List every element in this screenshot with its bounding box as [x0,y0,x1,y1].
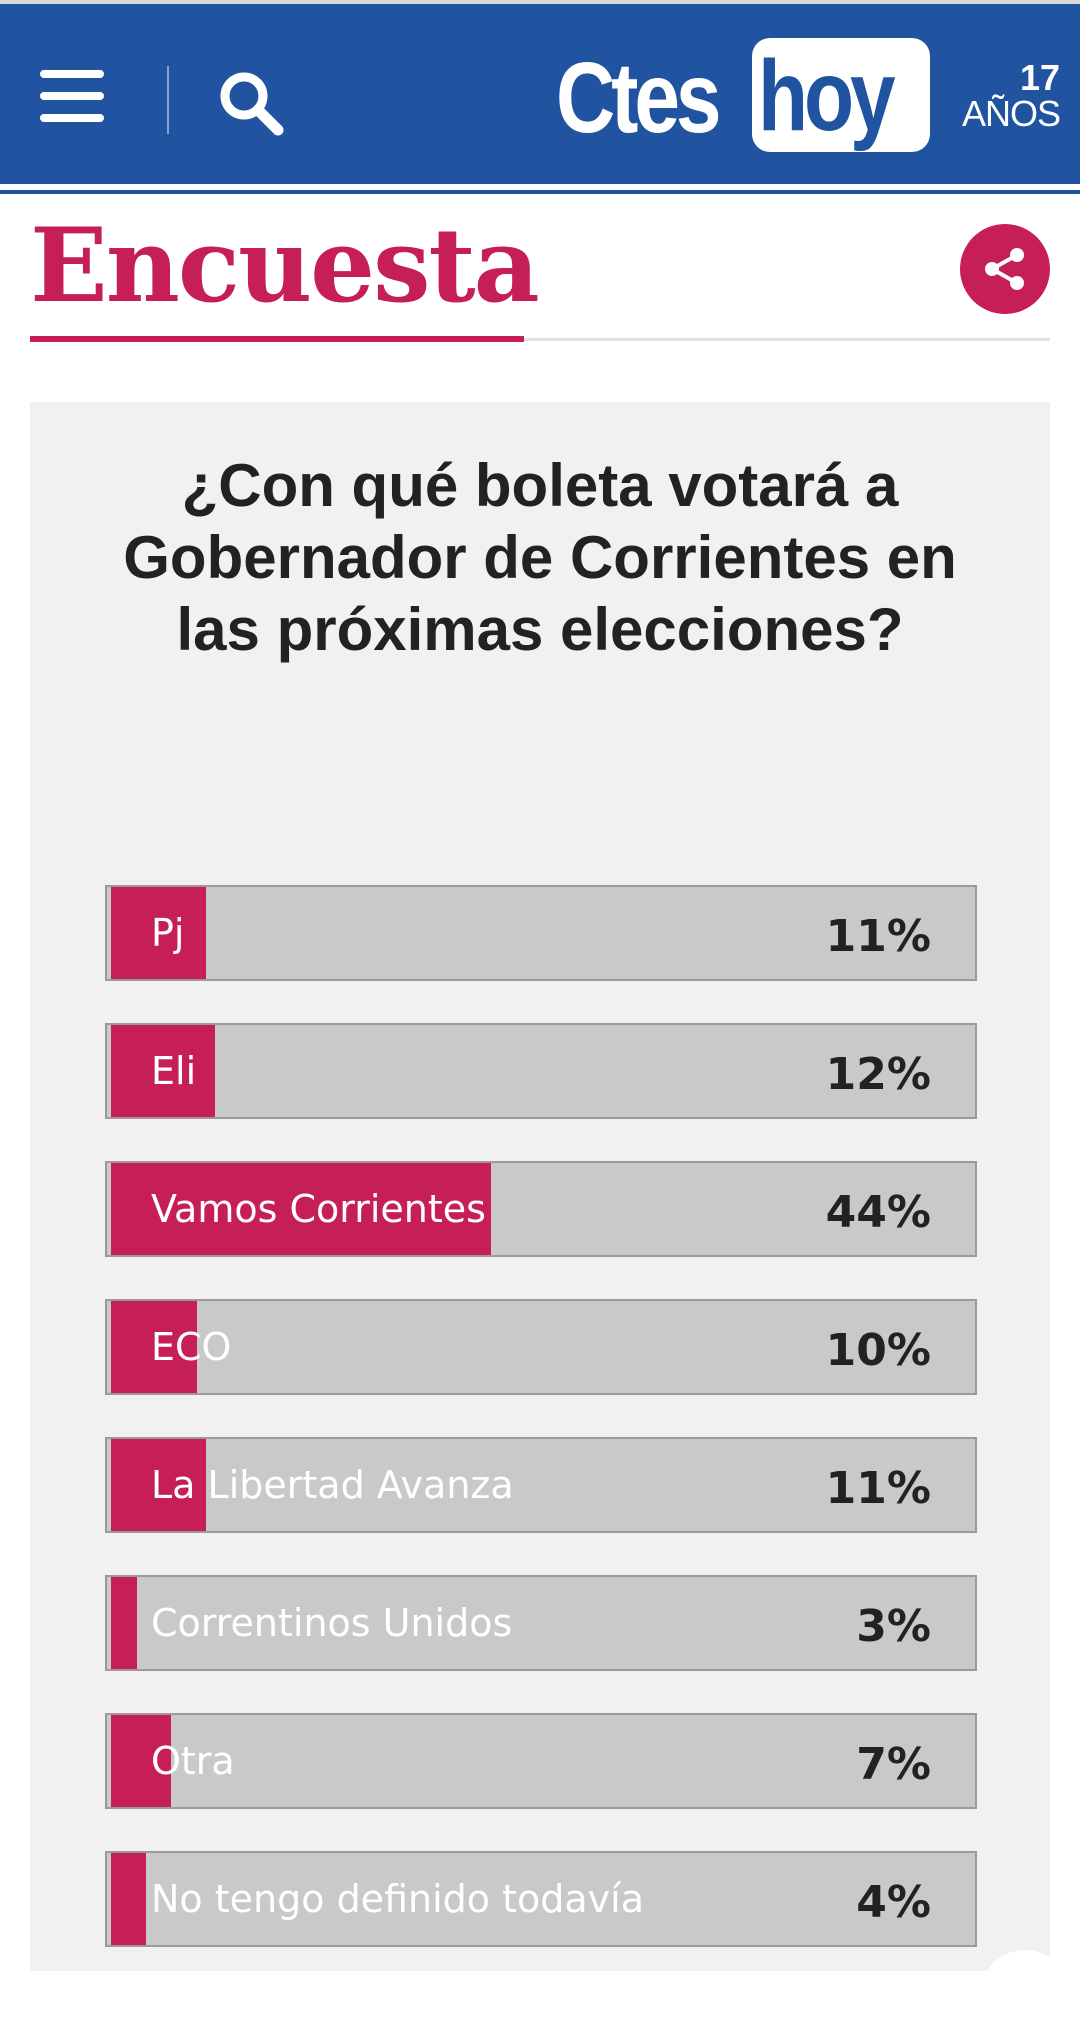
poll-option[interactable]: Pj 11% [105,885,977,981]
poll-option-percent: 12% [825,1049,931,1100]
anniversary-number: 17 [1019,57,1060,98]
section-title: Encuesta [30,206,540,326]
logo-hoy-text: hoy [758,40,896,152]
header-rule [0,190,1080,194]
poll-option[interactable]: No tengo definido todavía 4% [105,1851,977,1947]
logo-ctes-text: Ctes [556,42,721,154]
title-underline [30,336,524,342]
poll-option-bar [111,1163,492,1255]
poll-option-percent: 44% [825,1187,931,1238]
site-header: Ctes hoy 17 AÑOS [0,4,1080,184]
poll-option-percent: 7% [856,1739,931,1790]
site-logo[interactable]: Ctes hoy [556,38,930,154]
top-border [0,0,1080,4]
poll-option-percent: 11% [825,911,931,962]
anniversary-badge: 17 AÑOS [961,57,1061,134]
header-divider [167,66,169,134]
floating-button-edge[interactable] [980,1950,1070,2040]
poll-option-bar [111,1301,198,1393]
poll-option-label: Correntinos Unidos [151,1601,513,1645]
search-icon[interactable] [214,66,286,138]
poll-card: ¿Con qué boleta votará a Gobernador de C… [30,402,1050,1971]
poll-option[interactable]: Vamos Corrientes 44% [105,1161,977,1257]
poll-option-bar [111,1853,146,1945]
poll-option[interactable]: Eli 12% [105,1023,977,1119]
poll-option[interactable]: La Libertad Avanza 11% [105,1437,977,1533]
poll-option-percent: 10% [825,1325,931,1376]
poll-option-bar [111,1577,137,1669]
logo-hoy-box: hoy [752,38,930,152]
poll-option-percent: 11% [825,1463,931,1514]
poll-option-percent: 3% [856,1601,931,1652]
poll-option-percent: 4% [856,1877,931,1928]
poll-option-bar [111,1715,172,1807]
anniversary-label: AÑOS [961,93,1061,134]
poll-option-label: Pj [151,911,185,955]
poll-option-label: La Libertad Avanza [151,1463,514,1507]
poll-option-label: Vamos Corrientes [151,1187,486,1231]
poll-question: ¿Con qué boleta votará a Gobernador de C… [123,452,957,663]
poll-option-label: Otra [151,1739,235,1783]
poll-option[interactable]: ECO 10% [105,1299,977,1395]
poll-option-bar [111,887,207,979]
poll-option-label: No tengo definido todavía [151,1877,644,1921]
poll-option-bar [111,1025,215,1117]
share-icon [985,248,1024,290]
poll-option[interactable]: Correntinos Unidos 3% [105,1575,977,1671]
poll-option-label: ECO [151,1325,232,1369]
title-divider [30,338,1050,341]
poll-option-bar [111,1439,207,1531]
poll-option-label: Eli [151,1049,197,1093]
share-button[interactable] [960,224,1050,314]
menu-icon[interactable] [40,70,104,122]
poll-option[interactable]: Otra 7% [105,1713,977,1809]
